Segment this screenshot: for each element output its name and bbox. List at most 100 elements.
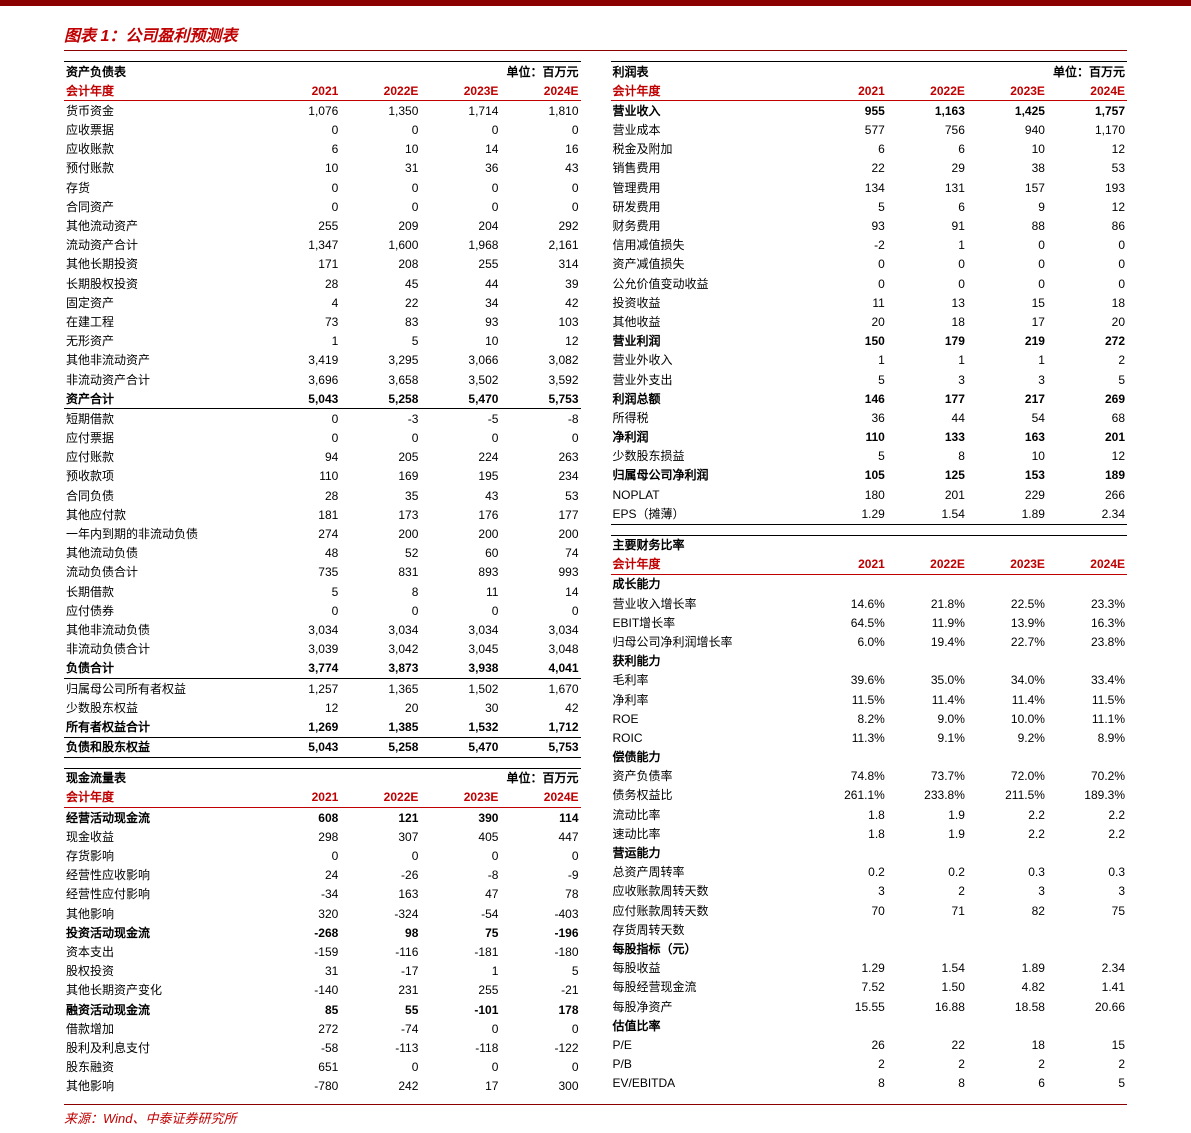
table-row: 股权投资31-1715 [64, 962, 581, 981]
row-label: 存货周转天数 [611, 920, 807, 939]
row-value: 2 [967, 1055, 1047, 1074]
ratio-group-header: 估值比率 [611, 1016, 1128, 1035]
row-value: -180 [500, 942, 580, 961]
row-value: 17 [420, 1077, 500, 1096]
table-row: P/B2222 [611, 1055, 1128, 1074]
row-value: 5 [1047, 1074, 1127, 1093]
row-label: EV/EBITDA [611, 1074, 807, 1093]
year-col: 2021 [260, 788, 340, 808]
row-value: 3,034 [500, 620, 580, 639]
row-value: 201 [1047, 428, 1127, 447]
row-value: 217 [967, 389, 1047, 408]
row-label: 其他流动负债 [64, 544, 260, 563]
row-value: 3 [1047, 882, 1127, 901]
row-value: 233.8% [887, 786, 967, 805]
table-row: 所得税36445468 [611, 408, 1128, 427]
row-value: 0 [1047, 274, 1127, 293]
row-value: 0 [500, 178, 580, 197]
row-value: 0 [420, 601, 500, 620]
row-value: 0.2 [807, 863, 887, 882]
row-value: 52 [340, 544, 420, 563]
row-value: 3,873 [340, 659, 420, 679]
year-col: 2021 [260, 81, 340, 101]
ratio-group-label: 偿债能力 [611, 748, 807, 767]
year-col: 2023E [420, 788, 500, 808]
row-value: 2,161 [500, 236, 580, 255]
row-label: 预收款项 [64, 467, 260, 486]
table-row: 预收款项110169195234 [64, 467, 581, 486]
table-row: 合同负债28354353 [64, 486, 581, 505]
table-row: 应付账款周转天数70718275 [611, 901, 1128, 920]
year-col: 2023E [967, 81, 1047, 101]
row-value: 5,470 [420, 389, 500, 409]
row-label: 一年内到期的非流动负债 [64, 525, 260, 544]
row-value: 5 [807, 447, 887, 466]
row-label: 资产合计 [64, 389, 260, 409]
year-col: 2024E [500, 81, 580, 101]
row-value: 955 [807, 101, 887, 121]
row-label: 经营性应付影响 [64, 885, 260, 904]
row-label: 应付账款 [64, 448, 260, 467]
row-label: 资产负债率 [611, 767, 807, 786]
table-row: 非流动资产合计3,6963,6583,5023,592 [64, 370, 581, 389]
row-label: P/B [611, 1055, 807, 1074]
row-value: 0 [340, 601, 420, 620]
row-value: 193 [1047, 178, 1127, 197]
row-value: 31 [260, 962, 340, 981]
row-value: -17 [340, 962, 420, 981]
spacer [260, 62, 340, 82]
table-row: 存货0000 [64, 178, 581, 197]
row-value: 8 [887, 1074, 967, 1093]
row-value: 0 [500, 847, 580, 866]
section-heading-row: 利润表单位：百万元 [611, 62, 1128, 82]
row-value: 12 [1047, 140, 1127, 159]
row-value: 5,258 [340, 737, 420, 757]
row-value: -54 [420, 904, 500, 923]
row-value: 0 [420, 429, 500, 448]
row-value: 11.4% [967, 690, 1047, 709]
row-value: 3,034 [340, 620, 420, 639]
cash-flow-table: 现金流量表单位：百万元会计年度20212022E2023E2024E经营活动现金… [64, 768, 581, 1096]
row-value: 3,774 [260, 659, 340, 679]
row-label: 其他影响 [64, 1077, 260, 1096]
table-row: 速动比率1.81.92.22.2 [611, 824, 1128, 843]
table-row: 应付账款94205224263 [64, 448, 581, 467]
table-row: 所有者权益合计1,2691,3851,5321,712 [64, 717, 581, 737]
year-col: 2022E [887, 555, 967, 575]
row-value: -181 [420, 942, 500, 961]
year-header-label: 会计年度 [611, 555, 807, 575]
table-row: 资产合计5,0435,2585,4705,753 [64, 389, 581, 409]
table-row: 归属母公司净利润105125153189 [611, 466, 1128, 485]
row-label: 债务权益比 [611, 786, 807, 805]
row-value: 20.66 [1047, 997, 1127, 1016]
row-label: 合同资产 [64, 197, 260, 216]
row-value: 45 [340, 274, 420, 293]
spacer [887, 748, 967, 767]
row-value: 0 [340, 197, 420, 216]
row-value: 1,425 [967, 101, 1047, 121]
row-label: 应付账款周转天数 [611, 901, 807, 920]
year-col: 2024E [500, 788, 580, 808]
row-value: 4.82 [967, 978, 1047, 997]
row-value: 28 [260, 486, 340, 505]
row-value: 5 [1047, 370, 1127, 389]
row-value: 8.2% [807, 709, 887, 728]
spacer [340, 768, 420, 788]
row-value: 1.41 [1047, 978, 1127, 997]
table-row: 其他非流动资产3,4193,2953,0663,082 [64, 351, 581, 370]
table-row: 固定资产4223442 [64, 293, 581, 312]
row-value: 0 [420, 847, 500, 866]
spacer [967, 535, 1047, 555]
row-label: 其他长期资产变化 [64, 981, 260, 1000]
row-value: 651 [260, 1058, 340, 1077]
row-label: 存货 [64, 178, 260, 197]
table-row: 每股净资产15.5516.8818.5820.66 [611, 997, 1128, 1016]
table-row: 长期股权投资28454439 [64, 274, 581, 293]
row-value: 1,163 [887, 101, 967, 121]
row-value [967, 920, 1047, 939]
row-value: 16 [500, 140, 580, 159]
row-value: 91 [887, 217, 967, 236]
table-row: 其他流动资产255209204292 [64, 217, 581, 236]
row-value: -8 [420, 866, 500, 885]
table-row: ROE8.2%9.0%10.0%11.1% [611, 709, 1128, 728]
